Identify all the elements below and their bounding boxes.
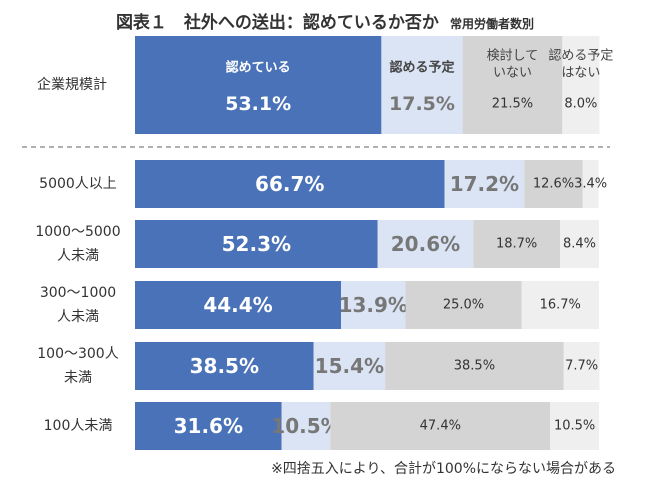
bar-segment	[381, 36, 463, 134]
bar-segment	[135, 402, 282, 450]
data-label: 8.4%	[563, 237, 596, 252]
data-label: 31.6%	[174, 414, 243, 438]
category-label: 100～300人	[37, 346, 118, 362]
series-name-label: 認める予定	[548, 48, 613, 64]
bar-segment	[135, 281, 342, 329]
bar-segment	[313, 342, 386, 390]
bar-segment	[281, 402, 331, 450]
bar-segment	[135, 160, 445, 208]
data-label: 20.6%	[391, 232, 460, 256]
bar-segment	[524, 160, 583, 208]
chart-title: 図表１ 社外への送出：認めているか否か	[115, 13, 439, 33]
category-label: 300～1000	[40, 285, 116, 301]
category-label: 5000人以上	[39, 176, 117, 192]
bar-segment	[377, 220, 474, 268]
bar-segment	[330, 402, 551, 450]
bar-segment	[550, 402, 599, 450]
bar-segment	[563, 342, 600, 390]
data-label: 10.5%	[271, 414, 340, 438]
bar-segment	[582, 160, 599, 208]
bar-segment	[405, 281, 522, 329]
data-label: 44.4%	[203, 293, 272, 317]
data-label: 47.4%	[420, 419, 461, 434]
bar-segment	[462, 36, 563, 134]
category-label: 企業規模計	[37, 76, 107, 93]
category-label: 未満	[64, 370, 92, 386]
data-label: 53.1%	[225, 93, 291, 115]
data-label: 13.9%	[339, 293, 408, 317]
data-label: 12.6%	[533, 177, 574, 192]
series-name-label: 認めている	[226, 60, 291, 76]
data-label: 21.5%	[492, 97, 533, 112]
footnote: ※四捨五入により、合計が100%にならない場合がある	[271, 461, 616, 477]
series-name-label: はない	[561, 66, 600, 81]
data-label: 16.7%	[540, 298, 581, 313]
data-label: 10.5%	[554, 419, 595, 434]
bar-segment	[135, 220, 378, 268]
data-label: 17.2%	[450, 172, 519, 196]
category-label: 100人未満	[44, 418, 113, 434]
data-label: 15.4%	[315, 354, 384, 378]
data-label: 38.5%	[190, 354, 259, 378]
bar-segment	[385, 342, 564, 390]
chart-title-block: 図表１ 社外への送出：認めているか否か 常用労働者数別	[0, 8, 650, 33]
data-label: 17.5%	[389, 93, 455, 115]
category-label: 人未満	[57, 248, 99, 264]
chart-subtitle: 常用労働者数別	[450, 17, 535, 31]
data-label: 3.4%	[574, 177, 607, 192]
data-label: 38.5%	[454, 359, 495, 374]
data-label: 7.7%	[565, 359, 598, 374]
category-label: 1000～5000	[35, 224, 120, 240]
category-label: 人未満	[57, 309, 99, 325]
data-label: 8.0%	[564, 97, 597, 112]
bar-segment	[473, 220, 561, 268]
bar-segment	[444, 160, 525, 208]
bar-segment	[562, 36, 600, 134]
series-name-label: 検討して	[487, 48, 539, 64]
series-name-label: 認める予定	[389, 60, 454, 76]
data-label: 18.7%	[496, 237, 537, 252]
data-label: 25.0%	[443, 298, 484, 313]
data-label: 66.7%	[255, 172, 324, 196]
series-name-label: いない	[493, 66, 532, 81]
bar-segment	[521, 281, 599, 329]
bar-segment	[560, 220, 599, 268]
bar-segment	[341, 281, 406, 329]
bar-segment	[135, 36, 382, 134]
bar-segment	[135, 342, 314, 390]
data-label: 52.3%	[222, 232, 291, 256]
